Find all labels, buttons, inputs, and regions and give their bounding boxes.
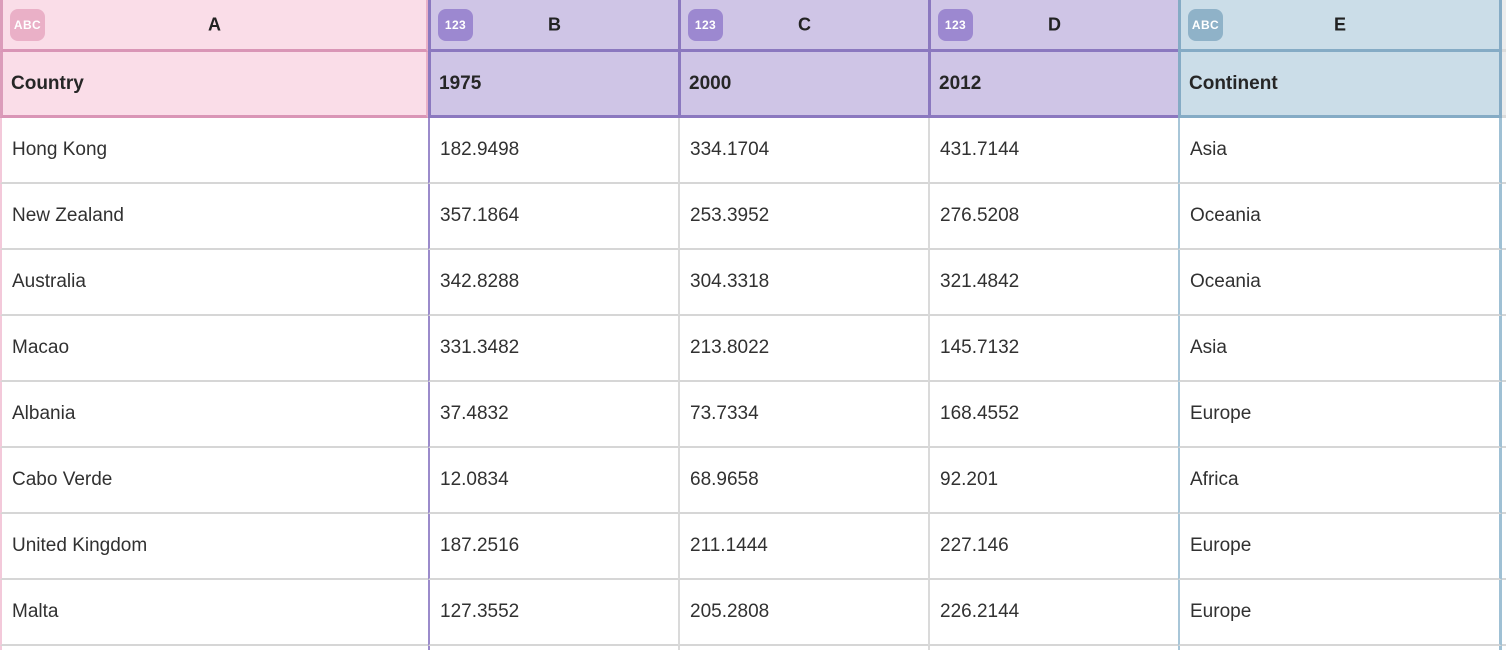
cell-1975[interactable]: 127.3552	[428, 580, 678, 646]
grid-edge-strip	[1502, 514, 1506, 580]
cell-2012[interactable]: 145.7132	[928, 316, 1178, 382]
grid-edge-strip	[1502, 316, 1506, 382]
field-header-country[interactable]: Country	[0, 52, 428, 118]
column-letter-d: D	[1048, 14, 1061, 34]
field-label: 2012	[939, 72, 982, 94]
column-letter-e: E	[1333, 14, 1346, 34]
grid-edge-strip	[1502, 184, 1506, 250]
cell-1975[interactable]: 182.9498	[428, 118, 678, 184]
column-header-b[interactable]: 123 B	[428, 0, 678, 52]
table-row: Malta 127.3552 205.2808 226.2144 Europe	[0, 580, 1506, 646]
number-type-icon: 123	[438, 8, 473, 41]
cell-country[interactable]: New Zealand	[0, 184, 428, 250]
cell-country[interactable]: Macao	[0, 316, 428, 382]
cell-country[interactable]: United Kingdom	[0, 514, 428, 580]
cell-country[interactable]: Cabo Verde	[0, 448, 428, 514]
table-row: Australia 342.8288 304.3318 321.4842 Oce…	[0, 250, 1506, 316]
cell-2000[interactable]: 68.9658	[678, 448, 928, 514]
cell-continent[interactable]: Asia	[1178, 118, 1502, 184]
cell-continent[interactable]: Oceania	[1178, 184, 1502, 250]
cell-1975[interactable]	[428, 646, 678, 650]
text-type-icon: ABC	[10, 8, 45, 41]
text-type-icon: ABC	[1188, 8, 1223, 41]
cell-2012[interactable]: 227.146	[928, 514, 1178, 580]
field-name-row: Country 1975 2000 2012 Continent	[0, 52, 1506, 118]
cell-continent[interactable]: Europe	[1178, 514, 1502, 580]
grid-edge-strip	[1502, 118, 1506, 184]
cell-continent[interactable]: Europe	[1178, 580, 1502, 646]
cell-continent[interactable]: Africa	[1178, 448, 1502, 514]
table-row: New Zealand 357.1864 253.3952 276.5208 O…	[0, 184, 1506, 250]
cell-2000[interactable]: 213.8022	[678, 316, 928, 382]
cell-1975[interactable]: 342.8288	[428, 250, 678, 316]
field-label: Continent	[1189, 72, 1278, 94]
table-row-partial	[0, 646, 1506, 650]
column-letter-b: B	[548, 14, 561, 34]
cell-2000[interactable]: 73.7334	[678, 382, 928, 448]
table-row: United Kingdom 187.2516 211.1444 227.146…	[0, 514, 1506, 580]
field-header-continent[interactable]: Continent	[1178, 52, 1502, 118]
table-row: Albania 37.4832 73.7334 168.4552 Europe	[0, 382, 1506, 448]
field-label: 1975	[439, 72, 482, 94]
grid-edge-strip	[1502, 448, 1506, 514]
field-label: Country	[11, 72, 84, 94]
cell-1975[interactable]: 37.4832	[428, 382, 678, 448]
field-header-1975[interactable]: 1975	[428, 52, 678, 118]
cell-2000[interactable]	[678, 646, 928, 650]
cell-1975[interactable]: 331.3482	[428, 316, 678, 382]
column-letter-a: A	[208, 14, 221, 34]
cell-continent[interactable]: Asia	[1178, 316, 1502, 382]
cell-1975[interactable]: 187.2516	[428, 514, 678, 580]
field-label: 2000	[689, 72, 732, 94]
cell-2012[interactable]: 321.4842	[928, 250, 1178, 316]
cell-2000[interactable]: 211.1444	[678, 514, 928, 580]
table-row: Hong Kong 182.9498 334.1704 431.7144 Asi…	[0, 118, 1506, 184]
cell-1975[interactable]: 357.1864	[428, 184, 678, 250]
grid-edge-strip	[1502, 382, 1506, 448]
cell-continent[interactable]: Europe	[1178, 382, 1502, 448]
cell-country[interactable]	[0, 646, 428, 650]
cell-2012[interactable]: 431.7144	[928, 118, 1178, 184]
cell-2000[interactable]: 304.3318	[678, 250, 928, 316]
cell-1975[interactable]: 12.0834	[428, 448, 678, 514]
table-row: Macao 331.3482 213.8022 145.7132 Asia	[0, 316, 1506, 382]
field-header-2000[interactable]: 2000	[678, 52, 928, 118]
cell-continent[interactable]: Oceania	[1178, 250, 1502, 316]
cell-2012[interactable]: 168.4552	[928, 382, 1178, 448]
cell-2000[interactable]: 253.3952	[678, 184, 928, 250]
column-letter-c: C	[798, 14, 811, 34]
column-header-e[interactable]: ABC E	[1178, 0, 1502, 52]
cell-2012[interactable]: 92.201	[928, 448, 1178, 514]
cell-country[interactable]: Malta	[0, 580, 428, 646]
field-header-2012[interactable]: 2012	[928, 52, 1178, 118]
cell-country[interactable]: Australia	[0, 250, 428, 316]
cell-2012[interactable]: 276.5208	[928, 184, 1178, 250]
cell-continent[interactable]	[1178, 646, 1502, 650]
cell-country[interactable]: Albania	[0, 382, 428, 448]
grid-edge-strip	[1502, 646, 1506, 650]
number-type-icon: 123	[938, 8, 973, 41]
grid-edge-strip	[1502, 250, 1506, 316]
cell-2012[interactable]: 226.2144	[928, 580, 1178, 646]
grid-edge-strip	[1502, 0, 1506, 52]
cell-2000[interactable]: 205.2808	[678, 580, 928, 646]
column-header-d[interactable]: 123 D	[928, 0, 1178, 52]
column-header-c[interactable]: 123 C	[678, 0, 928, 52]
grid-edge-strip	[1502, 52, 1506, 118]
cell-country[interactable]: Hong Kong	[0, 118, 428, 184]
cell-2012[interactable]	[928, 646, 1178, 650]
table-row: Cabo Verde 12.0834 68.9658 92.201 Africa	[0, 448, 1506, 514]
number-type-icon: 123	[688, 8, 723, 41]
grid-edge-strip	[1502, 580, 1506, 646]
column-header-a[interactable]: ABC A	[0, 0, 428, 52]
column-letter-row: ABC A 123 B 123 C 123 D ABC E	[0, 0, 1506, 52]
cell-2000[interactable]: 334.1704	[678, 118, 928, 184]
